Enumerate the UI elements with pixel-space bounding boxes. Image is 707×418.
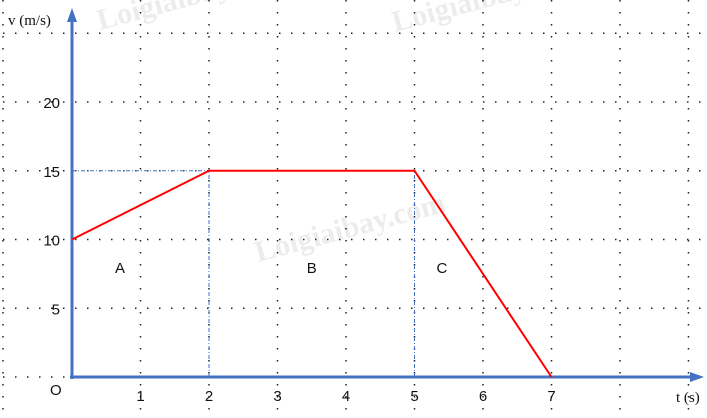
x-tick-label: 1 bbox=[136, 388, 144, 405]
x-tick-label: 5 bbox=[410, 388, 418, 405]
x-tick-label: 4 bbox=[342, 388, 350, 405]
x-tick-label: 3 bbox=[273, 388, 281, 405]
x-tick-label: 2 bbox=[205, 388, 213, 405]
x-tick-label: 7 bbox=[547, 388, 555, 405]
watermark: Loigiaibay.com bbox=[251, 186, 449, 269]
region-label: A bbox=[115, 260, 125, 277]
x-axis-arrow bbox=[690, 372, 704, 382]
origin-label: O bbox=[50, 382, 62, 399]
y-tick-label: 20 bbox=[43, 95, 60, 112]
y-tick-label: 15 bbox=[43, 164, 60, 181]
watermark: Loigiaibay.com bbox=[93, 0, 291, 37]
x-tick-label: 6 bbox=[479, 388, 487, 405]
y-tick-label: 10 bbox=[43, 233, 60, 250]
x-axis-label: t (s) bbox=[676, 390, 700, 406]
velocity-line bbox=[71, 169, 553, 378]
region-label: C bbox=[436, 260, 447, 277]
y-axis-arrow bbox=[67, 8, 77, 22]
y-axis-label: v (m/s) bbox=[8, 13, 51, 29]
region-label: B bbox=[307, 260, 317, 277]
y-tick-label: 5 bbox=[52, 301, 60, 318]
